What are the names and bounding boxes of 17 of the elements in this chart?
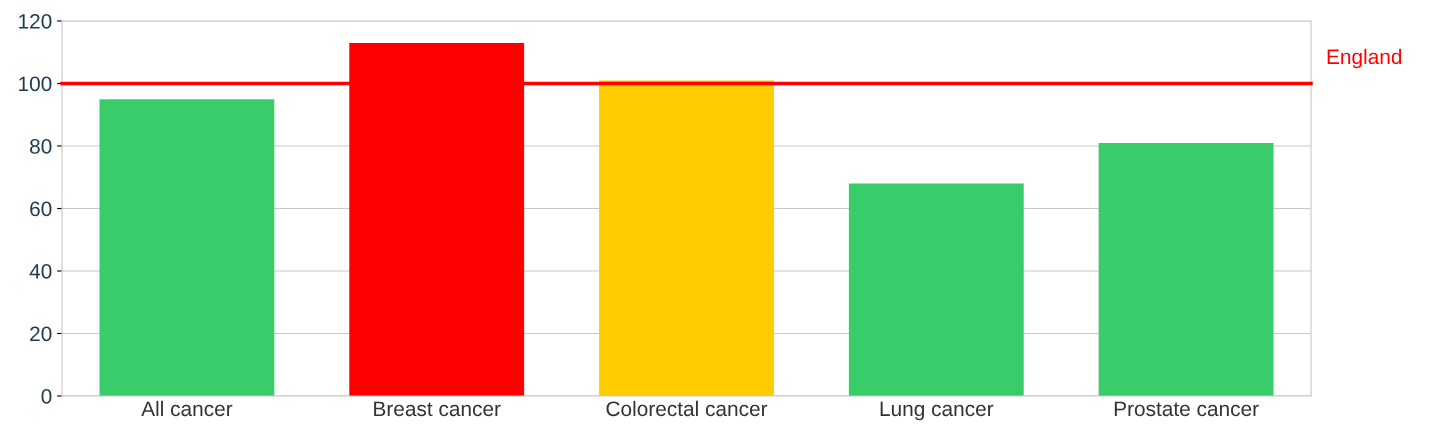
ref-line-label: England bbox=[1327, 48, 1402, 69]
bar bbox=[599, 80, 774, 396]
y-tick-label: 60 bbox=[30, 201, 52, 217]
y-tick-label: 100 bbox=[19, 76, 52, 92]
bar bbox=[1098, 142, 1274, 396]
y-tick-label: 20 bbox=[30, 326, 52, 342]
y-tick-label: 120 bbox=[19, 14, 52, 29]
y-tick-label: 40 bbox=[29, 264, 52, 279]
x-tick-label: Colorectal cancer bbox=[606, 400, 768, 417]
y-tick-label: 0 bbox=[41, 389, 52, 404]
y-tick-label: 80 bbox=[30, 139, 52, 154]
x-tick-label: Breast cancer bbox=[374, 401, 501, 417]
x-tick-label: Lung cancer bbox=[880, 401, 994, 421]
x-tick-label: Prostate cancer bbox=[1114, 401, 1259, 417]
x-tick-label: All cancer bbox=[141, 400, 233, 417]
bar bbox=[99, 99, 275, 396]
bar bbox=[848, 183, 1024, 396]
